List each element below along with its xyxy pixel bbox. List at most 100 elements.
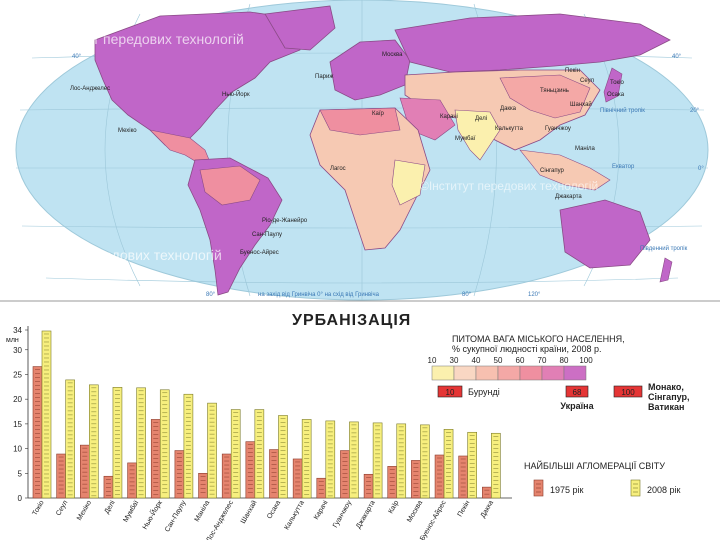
scale-swatch: [519, 365, 543, 381]
example-name: Бурунді: [468, 387, 500, 397]
agglomeration-legend: НАЙБІЛЬШІ АГЛОМЕРАЦІЇ СВІТУ 1975 рік 200…: [524, 460, 681, 497]
prime-meridian-label: на захід від Гринвіча 0° на схід від Гри…: [258, 292, 380, 298]
city-label: Лос-Анджелес: [70, 86, 110, 92]
city-label: Делі: [475, 116, 487, 122]
x-tick-label: Маніла: [193, 499, 212, 523]
scale-swatch: [563, 365, 587, 381]
bar-1975: [198, 472, 208, 499]
bar-1975: [56, 453, 66, 499]
bar-2008: [159, 389, 170, 499]
x-tick-label: Сеул: [55, 500, 69, 518]
bar-2008: [278, 415, 288, 499]
y-tick-label: 15: [13, 420, 22, 429]
bar-1975: [363, 473, 374, 499]
example-value: 10: [446, 388, 455, 397]
city-label: Нью-Йорк: [222, 90, 250, 98]
bar-2008: [207, 402, 217, 499]
y-tick-label: 5: [18, 469, 23, 478]
bar-1975: [80, 444, 90, 499]
bar-2008: [467, 431, 478, 499]
y-tick-label: 10: [13, 445, 22, 454]
watermark-bottom: ©Інститут передових технологій: [14, 247, 222, 263]
x-tick-label: Гуанчжоу: [332, 499, 353, 529]
example-value: 68: [573, 388, 582, 397]
legend-share-subtitle: % сукупної людності країни, 2008 р.: [452, 344, 602, 354]
scale-tick-label: 50: [494, 356, 503, 365]
bar-2008: [89, 384, 99, 499]
bar-1975: [127, 462, 137, 499]
bar-2008: [420, 424, 430, 499]
city-label: Сінгапур: [540, 168, 565, 174]
bar-1975: [292, 458, 303, 499]
lon-label: 80°: [206, 292, 216, 298]
city-label: Тяньцзинь: [540, 88, 569, 94]
bar-1975: [458, 455, 469, 499]
bar-1975: [32, 366, 43, 499]
example-name-line: Сінгапур,: [648, 392, 690, 402]
city-label: Москва: [382, 52, 403, 58]
australia: [559, 199, 651, 269]
legend-share-title: ПИТОМА ВАГА МІСЬКОГО НАСЕЛЕННЯ,: [452, 334, 625, 344]
watermark-top: ©Інститут передових технологій: [36, 31, 244, 47]
x-tick-label: Делі: [103, 499, 117, 516]
bar-1975: [221, 453, 232, 499]
x-tick-label: Сан-Паулу: [164, 499, 188, 533]
x-tick-label: Нью-Йорк: [140, 498, 164, 531]
city-label: Карачі: [440, 114, 458, 120]
lon-label: 120°: [528, 292, 541, 298]
japan: [603, 67, 623, 103]
legend-1975: 1975 рік: [533, 479, 584, 497]
city-label: Ріо-де-Жанейро: [262, 217, 308, 224]
example-swatch-monaco: [613, 385, 643, 398]
scale-swatch: [453, 365, 477, 381]
x-tick-label: Токіо: [31, 499, 46, 517]
bar-1975: [434, 454, 445, 499]
watermark-middle: ©Інститут передових технологій: [420, 179, 598, 193]
lat-label: 40°: [672, 54, 682, 60]
legend-2008: 2008 рік: [630, 479, 681, 497]
bar-2008: [325, 420, 336, 499]
scale-tick-label: 60: [516, 356, 525, 365]
scale-swatch: [541, 365, 565, 381]
bar-2008: [230, 409, 241, 499]
new-zealand: [659, 257, 673, 283]
india: [454, 109, 501, 161]
lat-label: 0°: [698, 166, 704, 172]
scale-tick-label: 30: [450, 356, 459, 365]
tropic-north-label: Північний тропік: [600, 107, 645, 114]
city-label: Сеул: [580, 78, 594, 84]
scale-swatch: [497, 365, 521, 381]
y-axis-unit: млн: [6, 337, 19, 344]
city-label: Шанхай: [570, 101, 592, 108]
x-tick-label: Осака: [266, 499, 282, 520]
south-america-north: [199, 165, 261, 206]
legend-agglo-title: НАЙБІЛЬШІ АГЛОМЕРАЦІЇ СВІТУ: [524, 460, 665, 471]
example-swatch-burundi: [437, 385, 463, 398]
x-tick-label: Дакка: [480, 499, 496, 519]
bar-2008: [443, 429, 454, 499]
city-label: Осака: [607, 92, 625, 98]
china: [499, 74, 591, 119]
bar-1975: [482, 486, 492, 499]
africa-east: [391, 159, 426, 206]
scale-tick-label: 100: [579, 356, 593, 365]
example-name-line: Монако,: [648, 382, 684, 392]
bar-2008: [491, 432, 501, 499]
legend-2008-label: 2008 рік: [647, 485, 681, 495]
lon-label: 80°: [462, 292, 472, 298]
y-tick-label: 20: [13, 395, 22, 404]
greenland: [264, 5, 336, 51]
scale-tick-label: 10: [428, 356, 437, 365]
x-tick-label: Карачі: [312, 499, 330, 521]
city-label: Каїр: [372, 111, 384, 117]
legend-1975-label: 1975 рік: [550, 485, 584, 495]
y-tick-label: 34: [13, 326, 22, 335]
city-label: Калькутта: [495, 126, 524, 132]
example-value: 100: [621, 388, 635, 397]
city-labels: Лос-Анджелес Нью-Йорк Мехіко Париж Москв…: [70, 52, 625, 256]
city-label: Лагос: [330, 166, 346, 172]
bar-2008: [396, 423, 407, 499]
lat-label: 20°: [690, 108, 700, 114]
bar-2008: [41, 330, 52, 499]
x-tick-label: Мумбаї: [122, 499, 141, 524]
